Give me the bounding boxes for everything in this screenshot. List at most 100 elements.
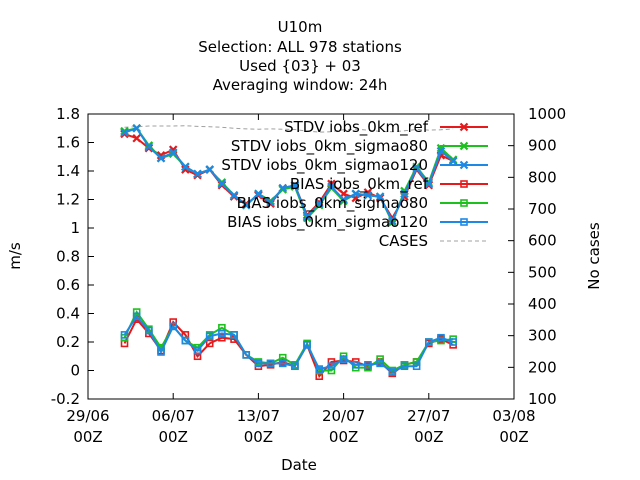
x-tick-label: 27/07 [407, 407, 450, 425]
data-point [218, 333, 226, 342]
legend-label: BIAS iobs_0km_sigmao120 [227, 213, 428, 232]
legend-label: BIAS iobs_0km_ref [290, 175, 429, 194]
legend-label: BIAS iobs_0km_sigmao80 [237, 194, 428, 213]
marker-stroke [278, 183, 288, 193]
data-point [424, 338, 433, 346]
legend-entry: STDV iobs_0km_sigmao120 [221, 156, 488, 175]
x-axis-label: Date [281, 456, 317, 474]
legend-entry: CASES [379, 232, 488, 250]
data-point [376, 355, 384, 363]
data-point [339, 355, 348, 363]
data-point [278, 183, 288, 193]
y-tick-label: 0.4 [56, 305, 80, 323]
data-point [120, 331, 129, 339]
data-point [327, 362, 336, 371]
y-tick-label: 0.2 [56, 333, 80, 351]
series-5 [120, 312, 457, 376]
title-line-1: U10m [278, 18, 323, 36]
series-line [123, 314, 454, 374]
y-tick-label: 0 [70, 362, 80, 380]
y2-tick-label: 100 [528, 390, 557, 408]
data-point [436, 146, 446, 156]
data-point [229, 190, 239, 200]
marker-stroke [339, 195, 348, 204]
data-point [254, 189, 263, 199]
data-point [156, 153, 166, 163]
data-point [254, 359, 263, 368]
data-point [241, 200, 251, 210]
marker-stroke [459, 160, 469, 170]
marker-stroke [459, 141, 469, 151]
data-point [314, 199, 324, 209]
data-point [291, 362, 299, 371]
legend-marker [460, 199, 468, 207]
data-point [327, 182, 336, 191]
series-line [124, 125, 454, 133]
legend-label: STDV iobs_0km_sigmao120 [221, 156, 428, 175]
data-point [218, 329, 226, 338]
axes: -0.2 0 0.2 0.4 0.6 0.8 1 1.2 1.4 1.6 1.8 100 200 300 4… [51, 105, 566, 446]
legend-entry: STDV iobs_0km_ref [284, 118, 488, 137]
y2-tick-label: 900 [528, 137, 557, 155]
marker-stroke [168, 148, 178, 157]
x-tick-label-time: 00Z [329, 428, 358, 446]
marker-stroke [363, 190, 373, 200]
y-tick-label: 0.8 [56, 248, 80, 266]
data-point [157, 348, 165, 356]
y-axis-label: m/s [6, 242, 24, 270]
data-point [437, 333, 445, 342]
x-tick-label: 20/07 [322, 407, 365, 425]
data-point [132, 312, 141, 321]
data-point [242, 351, 251, 359]
title-line-2: Selection: ALL 978 stations [198, 38, 402, 56]
y-tick-label: 1.4 [56, 162, 80, 180]
legend-marker [459, 160, 469, 170]
data-point [363, 190, 373, 200]
legend-label: CASES [379, 232, 428, 250]
x-tick-label-time: 00Z [73, 428, 102, 446]
data-point [205, 165, 214, 174]
marker-stroke [327, 182, 336, 191]
data-point [351, 189, 361, 199]
marker-stroke [459, 122, 469, 132]
legend-label: STDV iobs_0km_ref [284, 118, 429, 137]
marker-stroke [266, 198, 275, 207]
y2-tick-label: 600 [528, 232, 557, 250]
x-tick-label-time: 00Z [159, 428, 188, 446]
data-point [266, 359, 275, 368]
x-tick-label: 03/08 [492, 407, 535, 425]
data-point [193, 346, 202, 355]
legend-entry: STDV iobs_0km_sigmao80 [231, 137, 488, 156]
data-point [412, 362, 421, 371]
marker-stroke [229, 190, 239, 200]
marker-stroke [375, 192, 385, 201]
data-point [315, 365, 324, 373]
legend-entry: BIAS iobs_0km_sigmao80 [237, 194, 488, 213]
y-tick-label: 1.2 [56, 191, 80, 209]
data-point [375, 192, 385, 201]
y2-axis-label: No cases [585, 222, 603, 290]
data-point [388, 368, 397, 376]
legend-marker [459, 122, 469, 132]
legend-entry: BIAS iobs_0km_ref [290, 175, 488, 194]
legend-marker [459, 141, 469, 151]
data-point [412, 163, 421, 173]
y-tick-label: 1.8 [56, 105, 80, 123]
data-point [302, 212, 312, 221]
data-point [145, 326, 153, 335]
data-point [424, 179, 434, 189]
data-point [120, 128, 129, 137]
x-tick-label: 13/07 [237, 407, 280, 425]
legend-entry: BIAS iobs_0km_sigmao120 [227, 213, 488, 232]
marker-stroke [120, 128, 129, 137]
x-tick-label: 06/07 [152, 407, 195, 425]
data-point [230, 331, 238, 339]
legend-label: STDV iobs_0km_sigmao80 [231, 137, 428, 156]
data-point [181, 162, 190, 172]
data-point [351, 360, 360, 369]
marker-stroke [400, 189, 409, 199]
series-line [124, 127, 454, 224]
data-point [290, 180, 300, 190]
marker-stroke [290, 180, 300, 190]
